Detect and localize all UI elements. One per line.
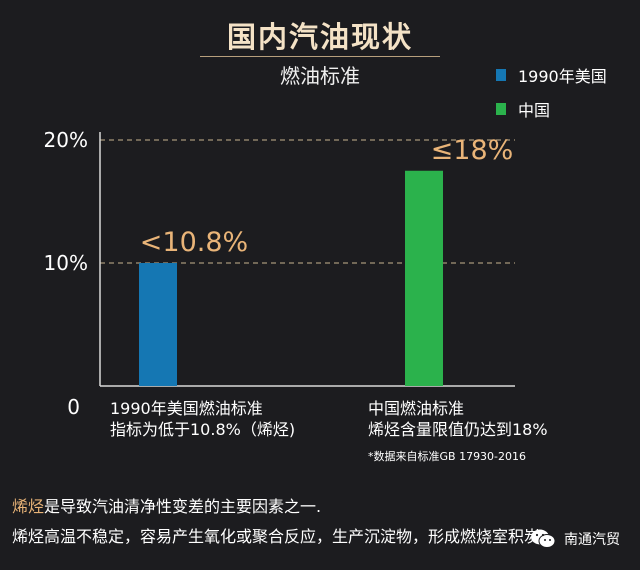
y-tick-label-10: 10%	[44, 251, 88, 275]
wechat-icon	[530, 528, 556, 550]
category-label-china-line1: 中国燃油标准	[368, 399, 465, 418]
page-subtitle: 燃油标准	[280, 64, 360, 88]
category-label-china-line2: 烯烃含量限值仍达到18%	[368, 420, 548, 439]
footer-highlight: 烯烃	[12, 497, 45, 516]
category-label-usa: 1990年美国燃油标准 指标为低于10.8%（烯烃)	[110, 398, 295, 440]
bar-usa	[139, 263, 177, 386]
y-tick-label-0: 0	[67, 395, 80, 419]
data-label-china: ≤18%	[431, 135, 514, 166]
legend-label-china: 中国	[518, 101, 551, 120]
chart-legend: 1990年美国 中国	[496, 58, 607, 126]
footer-line-2: 烯烃高温不稳定，容易产生氧化或聚合反应，生产沉淀物，形成燃烧室积炭	[12, 527, 541, 546]
data-label-usa: <10.8%	[140, 227, 248, 258]
category-label-china: 中国燃油标准 烯烃含量限值仍达到18%	[368, 398, 548, 440]
footer-line-1: 烯烃是导致汽油清净性变差的主要因素之一.	[12, 493, 321, 517]
category-label-usa-line2: 指标为低于10.8%（烯烃)	[110, 420, 296, 439]
bar-china	[405, 170, 443, 386]
legend-item-usa: 1990年美国	[496, 58, 607, 92]
watermark-text: 南通汽贸	[564, 532, 620, 548]
category-label-usa-line1: 1990年美国燃油标准	[110, 399, 263, 418]
title-divider	[200, 56, 440, 57]
legend-label-usa: 1990年美国	[518, 67, 607, 86]
legend-item-china: 中国	[496, 92, 607, 126]
page-title: 国内汽油现状	[226, 20, 413, 54]
footer-line-1-text: 是导致汽油清净性变差的主要因素之一.	[44, 497, 322, 516]
legend-swatch-china	[496, 103, 506, 115]
watermark: 南通汽贸	[530, 528, 620, 550]
y-tick-label-20: 20%	[44, 128, 88, 152]
data-source-note: *数据来自标准GB 17930-2016	[368, 450, 527, 463]
legend-swatch-usa	[496, 69, 506, 81]
